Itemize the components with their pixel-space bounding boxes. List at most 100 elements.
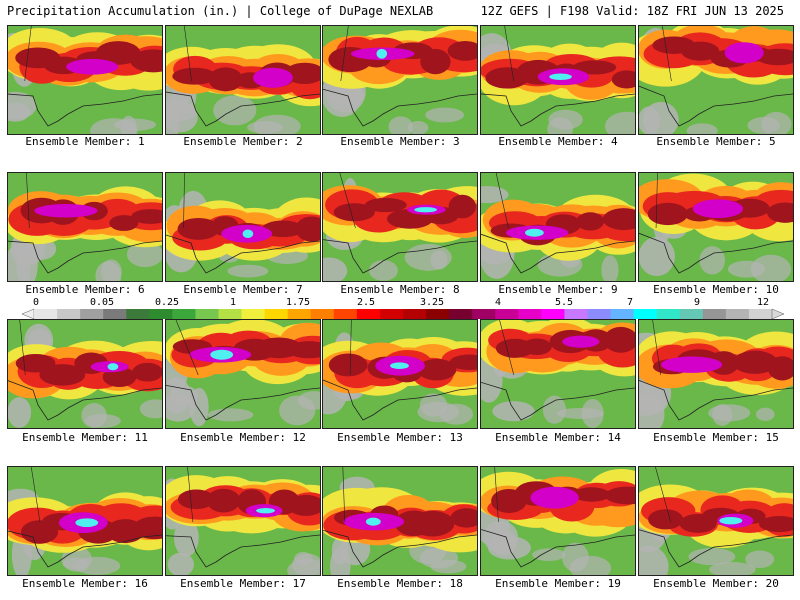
colorbar-tick-label: 1	[229, 297, 237, 308]
colorbar-segment	[403, 309, 427, 319]
precip-map-image	[481, 467, 635, 575]
ensemble-member-label: Ensemble Member: 15	[653, 431, 779, 444]
ensemble-member-label: Ensemble Member: 9	[498, 283, 618, 296]
colorbar-segment	[264, 309, 289, 319]
precip-map-image	[8, 173, 162, 281]
colorbar-segment	[564, 309, 588, 319]
colorbar-segment	[103, 309, 127, 319]
ensemble-member-map	[639, 467, 793, 575]
colorbar-tick-label: 9	[693, 297, 701, 308]
colorbar-segment	[656, 309, 681, 319]
precip-map-image	[166, 173, 320, 281]
colorbar-segment	[57, 309, 81, 319]
ensemble-member-label: Ensemble Member: 10	[653, 283, 779, 296]
ensemble-member-map	[639, 26, 793, 134]
colorbar-segment	[287, 309, 312, 319]
colorbar-segment	[679, 309, 704, 319]
ensemble-member-label: Ensemble Member: 8	[340, 283, 460, 296]
colorbar-segment	[356, 309, 381, 319]
ensemble-member-map	[166, 26, 320, 134]
colorbar-tick-label: 0.25	[154, 297, 180, 308]
ensemble-member-map	[639, 173, 793, 281]
colorbar-segment	[541, 309, 565, 319]
colorbar-tick-label: 3.25	[419, 297, 445, 308]
ensemble-member-map	[323, 26, 477, 134]
colorbar-segment	[241, 309, 266, 319]
precip-map-image	[166, 26, 320, 134]
ensemble-member-map	[481, 467, 635, 575]
colorbar-arrow	[771, 308, 784, 320]
colorbar-tick-label: 1.75	[285, 297, 311, 308]
ensemble-member-map	[8, 320, 162, 428]
colorbar-segment	[80, 309, 104, 319]
ensemble-member-map	[8, 173, 162, 281]
product-title: Precipitation Accumulation (in.) | Colle…	[7, 4, 434, 18]
colorbar-segment	[702, 309, 727, 319]
colorbar-segment	[587, 309, 612, 319]
precip-map-image	[166, 320, 320, 428]
ensemble-member-label: Ensemble Member: 3	[340, 135, 460, 148]
colorbar-segment	[426, 309, 450, 319]
colorbar-segment	[310, 309, 335, 319]
ensemble-member-label: Ensemble Member: 16	[22, 577, 148, 590]
colorbar-segment	[725, 309, 750, 319]
precip-map-image	[323, 320, 477, 428]
colorbar-segment	[748, 309, 773, 319]
colorbar-segment	[172, 309, 196, 319]
colorbar-segment	[126, 309, 150, 319]
colorbar-tick-label: 5.5	[554, 297, 574, 308]
precip-colorbar	[22, 308, 784, 320]
ensemble-member-map	[323, 467, 477, 575]
precip-map-image	[639, 26, 793, 134]
ensemble-member-map	[481, 173, 635, 281]
ensemble-member-map	[481, 320, 635, 428]
colorbar-tick-label: 2.5	[356, 297, 376, 308]
ensemble-member-label: Ensemble Member: 4	[498, 135, 618, 148]
precip-map-image	[639, 467, 793, 575]
ensemble-member-label: Ensemble Member: 13	[337, 431, 463, 444]
colorbar-segment	[610, 309, 635, 319]
ensemble-member-map	[8, 26, 162, 134]
ensemble-member-label: Ensemble Member: 20	[653, 577, 779, 590]
ensemble-member-map	[166, 320, 320, 428]
colorbar-segment	[333, 309, 358, 319]
colorbar-segment	[34, 309, 58, 319]
colorbar-segment	[518, 309, 542, 319]
ensemble-member-map	[166, 467, 320, 575]
colorbar-segment	[633, 309, 658, 319]
colorbar-arrow	[22, 308, 35, 320]
precip-map-image	[166, 467, 320, 575]
colorbar-segment	[379, 309, 404, 319]
precip-map-image	[323, 26, 477, 134]
precip-map-image	[8, 467, 162, 575]
precip-map-image	[8, 320, 162, 428]
precip-map-image	[481, 26, 635, 134]
precip-map-image	[639, 320, 793, 428]
colorbar-tick-label: 0	[32, 297, 40, 308]
precip-map-image	[323, 173, 477, 281]
precip-map-image	[323, 467, 477, 575]
ensemble-member-label: Ensemble Member: 6	[25, 283, 145, 296]
ensemble-member-map	[639, 320, 793, 428]
ensemble-member-label: Ensemble Member: 11	[22, 431, 148, 444]
ensemble-member-label: Ensemble Member: 2	[183, 135, 303, 148]
ensemble-member-map	[166, 173, 320, 281]
precip-map-image	[481, 173, 635, 281]
ensemble-member-map	[323, 320, 477, 428]
ensemble-member-label: Ensemble Member: 12	[180, 431, 306, 444]
colorbar-segment	[495, 309, 519, 319]
run-valid-time: 12Z GEFS | F198 Valid: 18Z FRI JUN 13 20…	[480, 4, 784, 18]
ensemble-member-label: Ensemble Member: 18	[337, 577, 463, 590]
colorbar-segment	[472, 309, 496, 319]
ensemble-member-map	[323, 173, 477, 281]
ensemble-member-label: Ensemble Member: 17	[180, 577, 306, 590]
ensemble-member-map	[481, 26, 635, 134]
ensemble-member-label: Ensemble Member: 5	[656, 135, 776, 148]
colorbar-segment	[195, 309, 219, 319]
colorbar-tick-label: 12	[756, 297, 770, 308]
precip-map-image	[639, 173, 793, 281]
colorbar-segment	[218, 309, 243, 319]
ensemble-member-label: Ensemble Member: 7	[183, 283, 303, 296]
colorbar-segment	[449, 309, 473, 319]
ensemble-member-label: Ensemble Member: 19	[495, 577, 621, 590]
